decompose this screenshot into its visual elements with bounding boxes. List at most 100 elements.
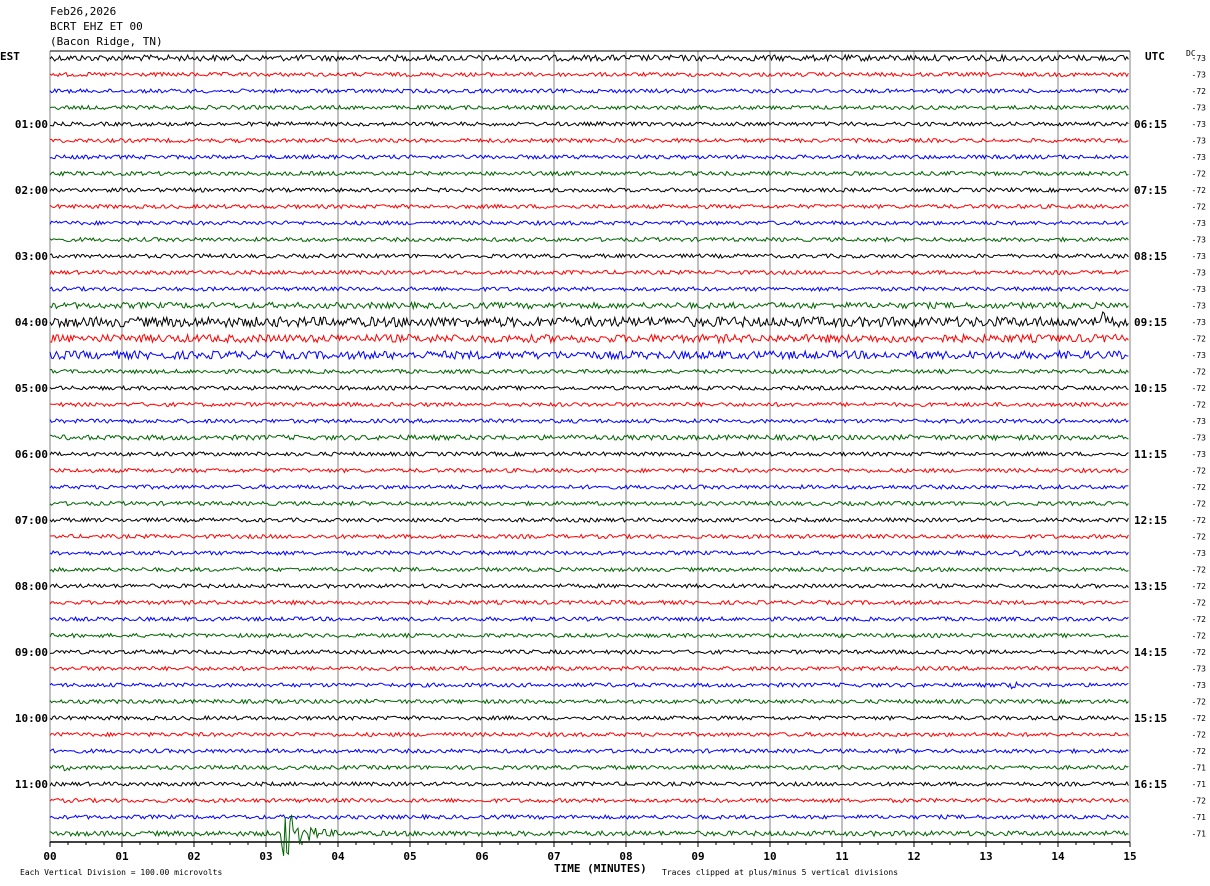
dc-offset-label: -72 xyxy=(1192,698,1207,707)
est-hour-label: 07:00 xyxy=(15,514,48,527)
seismic-trace xyxy=(49,87,1129,95)
seismic-trace xyxy=(49,797,1129,804)
dc-offset-label: -73 xyxy=(1192,549,1207,558)
station-label: BCRT EHZ ET 00 xyxy=(50,20,143,33)
utc-hour-label: 12:15 xyxy=(1134,514,1167,527)
utc-hour-label: 08:15 xyxy=(1134,250,1167,263)
seismic-trace xyxy=(49,433,1129,442)
dc-label: DC xyxy=(1186,49,1196,58)
utc-hour-label: 07:15 xyxy=(1134,184,1167,197)
est-hour-label: 11:00 xyxy=(15,778,48,791)
utc-hour-label: 16:15 xyxy=(1134,778,1167,791)
dc-offset-label: -73 xyxy=(1192,285,1207,294)
utc-hour-label: 15:15 xyxy=(1134,712,1167,725)
seismic-trace xyxy=(49,53,1129,63)
seismic-trace xyxy=(49,467,1129,474)
seismic-trace xyxy=(49,450,1129,458)
dc-offset-label: -72 xyxy=(1192,731,1207,740)
x-tick-label: 05 xyxy=(403,850,416,863)
dc-offset-label: -72 xyxy=(1192,533,1207,542)
seismic-trace xyxy=(49,153,1129,161)
seismic-trace xyxy=(49,780,1129,787)
seismic-trace xyxy=(49,814,1129,856)
dc-offset-label: -72 xyxy=(1192,368,1207,377)
seismic-trace xyxy=(49,747,1129,755)
seismic-trace xyxy=(49,269,1129,276)
dc-offset-label: -72 xyxy=(1192,170,1207,179)
dc-offset-label: -73 xyxy=(1192,681,1207,690)
seismic-trace xyxy=(49,533,1129,540)
dc-offset-label: -73 xyxy=(1192,71,1207,80)
x-tick-label: 07 xyxy=(547,850,560,863)
x-tick-label: 02 xyxy=(187,850,200,863)
dc-offset-label: -73 xyxy=(1192,104,1207,113)
dc-offset-label: -72 xyxy=(1192,500,1207,509)
x-tick-label: 08 xyxy=(619,850,632,863)
utc-hour-label: 06:15 xyxy=(1134,118,1167,131)
seismic-trace xyxy=(49,104,1129,111)
x-tick-label: 13 xyxy=(979,850,992,863)
dc-offset-label: -72 xyxy=(1192,632,1207,641)
seismic-trace xyxy=(49,813,1129,821)
seismic-trace xyxy=(49,566,1129,573)
seismic-trace xyxy=(49,236,1129,243)
dc-offset-label: -72 xyxy=(1192,483,1207,492)
seismic-trace xyxy=(49,665,1129,672)
dc-offset-label: -71 xyxy=(1192,830,1207,839)
dc-offset-label: -73 xyxy=(1192,351,1207,360)
x-tick-label: 11 xyxy=(835,850,849,863)
seismic-trace xyxy=(49,252,1129,260)
dc-offset-label: -72 xyxy=(1192,401,1207,410)
dc-offset-label: -72 xyxy=(1192,648,1207,657)
seismic-trace xyxy=(49,599,1129,606)
seismic-trace xyxy=(49,680,1129,690)
est-hour-label: 05:00 xyxy=(15,382,48,395)
seismic-trace xyxy=(49,170,1129,177)
location-label: (Bacon Ridge, TN) xyxy=(50,35,163,48)
seismic-trace xyxy=(49,632,1129,639)
seismic-trace xyxy=(49,764,1129,772)
x-tick-label: 12 xyxy=(907,850,920,863)
seismic-trace xyxy=(49,349,1129,361)
est-hour-label: 08:00 xyxy=(15,580,48,593)
dc-offset-label: -72 xyxy=(1192,335,1207,344)
dc-offset-label: -71 xyxy=(1192,813,1207,822)
dc-offset-label: -73 xyxy=(1192,219,1207,228)
dc-offset-label: -73 xyxy=(1192,450,1207,459)
date-label: Feb26,2026 xyxy=(50,5,117,18)
seismic-trace xyxy=(49,500,1129,507)
est-hour-label: 09:00 xyxy=(15,646,48,659)
seismic-trace xyxy=(49,384,1129,392)
seismic-trace xyxy=(49,698,1129,705)
x-tick-label: 09 xyxy=(691,850,704,863)
seismic-trace xyxy=(49,137,1129,144)
seismic-trace xyxy=(49,332,1129,345)
x-tick-label: 14 xyxy=(1051,850,1065,863)
seismic-trace xyxy=(49,582,1129,590)
dc-offset-label: -73 xyxy=(1192,236,1207,245)
seismic-trace xyxy=(49,648,1129,656)
dc-offset-label: -73 xyxy=(1192,318,1207,327)
est-hour-label: 02:00 xyxy=(15,184,48,197)
seismic-trace xyxy=(49,549,1129,557)
seismic-trace xyxy=(49,300,1129,311)
x-axis-title: TIME (MINUTES) xyxy=(554,862,647,875)
x-tick-label: 00 xyxy=(43,850,56,863)
est-hour-label: 01:00 xyxy=(15,118,48,131)
dc-offset-label: -72 xyxy=(1192,516,1207,525)
dc-offset-label: -72 xyxy=(1192,87,1207,96)
x-tick-label: 03 xyxy=(259,850,272,863)
dc-offset-label: -72 xyxy=(1192,747,1207,756)
seismic-trace xyxy=(49,219,1129,227)
seismic-trace xyxy=(49,285,1129,293)
x-tick-label: 04 xyxy=(331,850,345,863)
dc-offset-label: -73 xyxy=(1192,665,1207,674)
dc-offset-label: -71 xyxy=(1192,780,1207,789)
dc-offset-label: -72 xyxy=(1192,203,1207,212)
x-tick-label: 01 xyxy=(115,850,129,863)
utc-hour-label: 09:15 xyxy=(1134,316,1167,329)
est-hour-label: 06:00 xyxy=(15,448,48,461)
utc-axis-label: UTC xyxy=(1145,50,1165,63)
